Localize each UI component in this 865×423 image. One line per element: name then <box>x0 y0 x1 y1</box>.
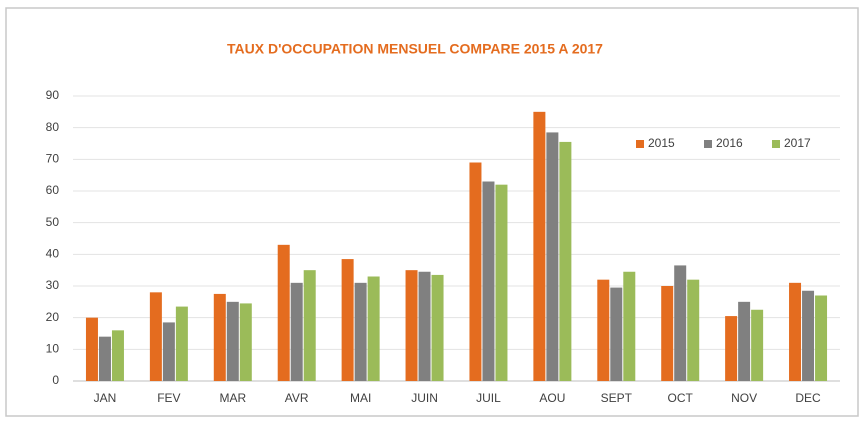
bar <box>367 276 380 381</box>
x-tick-label: SEPT <box>601 391 633 405</box>
bar <box>559 141 572 381</box>
bar <box>290 282 303 381</box>
legend-label: 2016 <box>716 136 743 150</box>
x-tick-label: OCT <box>668 391 694 405</box>
x-tick-label: JAN <box>94 391 117 405</box>
bar <box>751 309 764 381</box>
legend-label: 2015 <box>648 136 675 150</box>
bar <box>239 303 252 381</box>
legend-swatch <box>772 140 780 148</box>
bar <box>687 279 700 381</box>
bar <box>533 111 546 381</box>
bar <box>405 270 418 381</box>
x-tick-label: NOV <box>731 391 757 405</box>
bar <box>431 274 444 381</box>
y-tick-label: 70 <box>46 152 60 166</box>
bar <box>725 316 738 381</box>
bar <box>789 282 802 381</box>
bar <box>149 292 162 381</box>
bar <box>162 322 175 381</box>
y-tick-label: 0 <box>52 373 59 387</box>
y-tick-label: 80 <box>46 120 60 134</box>
bar <box>85 317 98 381</box>
bar <box>98 336 111 381</box>
bar <box>418 271 431 381</box>
bar <box>226 301 239 381</box>
y-tick-label: 10 <box>46 342 60 356</box>
y-tick-label: 20 <box>46 310 60 324</box>
x-tick-label: AOU <box>539 391 565 405</box>
bar <box>802 290 815 381</box>
x-tick-label: AVR <box>285 391 309 405</box>
bar <box>738 301 751 381</box>
x-tick-label: JUIL <box>476 391 501 405</box>
bar <box>213 293 226 381</box>
bar <box>175 306 188 381</box>
bar <box>597 279 610 381</box>
bar <box>674 265 687 381</box>
legend-label: 2017 <box>784 136 811 150</box>
bar <box>623 271 636 381</box>
bar <box>277 244 290 381</box>
bar <box>341 259 354 381</box>
legend-swatch <box>704 140 712 148</box>
bar <box>303 270 316 381</box>
bar <box>610 287 623 381</box>
bar <box>482 181 495 381</box>
bar <box>546 132 559 381</box>
y-tick-label: 30 <box>46 278 60 292</box>
bar <box>111 330 124 381</box>
legend-swatch <box>636 140 644 148</box>
y-tick-label: 50 <box>46 215 60 229</box>
bar <box>354 282 367 381</box>
x-tick-label: MAI <box>350 391 371 405</box>
x-tick-label: MAR <box>219 391 246 405</box>
y-tick-label: 90 <box>46 88 60 102</box>
y-tick-label: 60 <box>46 183 60 197</box>
bar <box>815 295 828 381</box>
y-tick-label: 40 <box>46 247 60 261</box>
chart-title: TAUX D'OCCUPATION MENSUEL COMPARE 2015 A… <box>227 41 603 57</box>
bar <box>469 162 482 381</box>
bar <box>661 286 674 381</box>
x-tick-label: JUIN <box>411 391 438 405</box>
x-tick-label: DEC <box>795 391 821 405</box>
x-tick-label: FEV <box>157 391 180 405</box>
bar <box>495 184 508 381</box>
